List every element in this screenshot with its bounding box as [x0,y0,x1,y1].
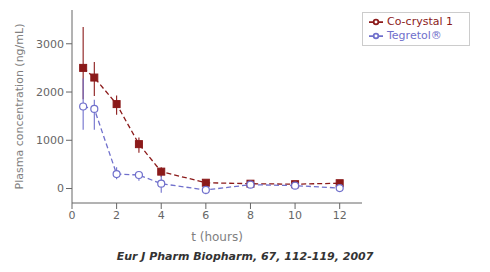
html-text:Tegretol®: Tegretol® [387,29,442,42]
svg-text:0: 0 [57,182,64,195]
svg-text:1000: 1000 [36,134,64,147]
svg-text:12: 12 [333,209,347,222]
svg-text:10: 10 [288,209,302,222]
svg-text:2: 2 [113,209,120,222]
svg-text:6: 6 [202,209,209,222]
svg-text:8: 8 [247,209,254,222]
html-text:Co-crystal 1: Co-crystal 1 [387,15,453,28]
svg-text:0: 0 [69,209,76,222]
svg-text:t (hours): t (hours) [191,230,243,244]
svg-text:Plasma concentration (ng/mL): Plasma concentration (ng/mL) [13,24,26,190]
svg-text:4: 4 [158,209,165,222]
svg-text:3000: 3000 [36,38,64,51]
html-text:Eur J Pharm Biopharm, 67, 112-: Eur J Pharm Biopharm, 67, 112-119, 2007 [116,250,374,263]
svg-text:2000: 2000 [36,86,64,99]
